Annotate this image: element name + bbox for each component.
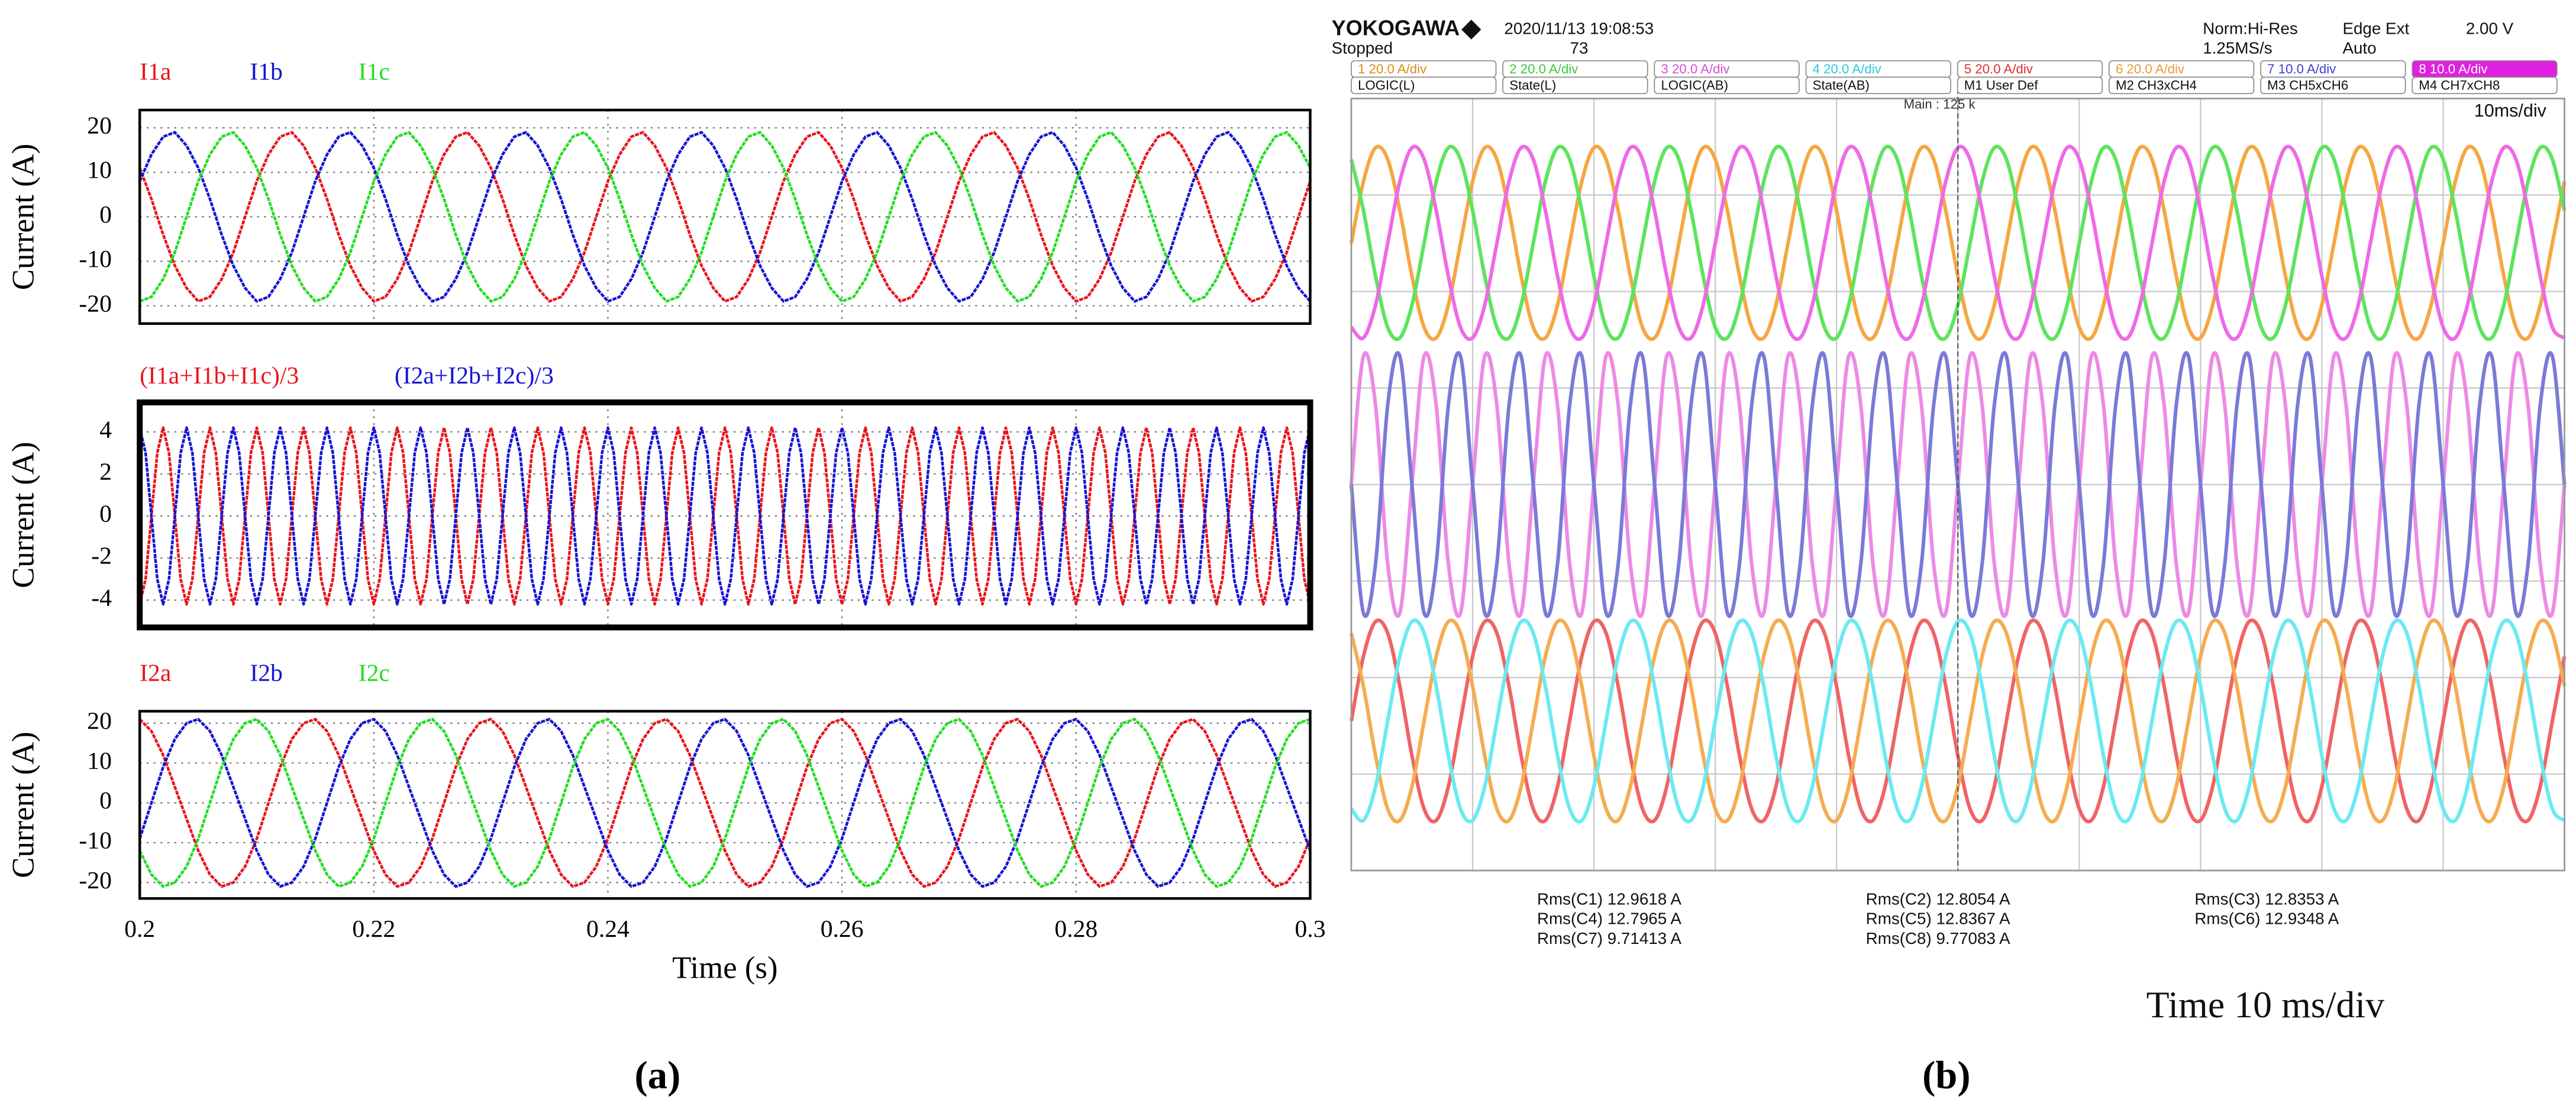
x-tick-label: 0.28 — [1054, 916, 1097, 943]
measurement: Rms(C4) 12.7965 A — [1537, 910, 1681, 928]
y-tick-label: -10 — [79, 246, 112, 273]
x-tick-label: 0.22 — [352, 916, 395, 943]
series-line — [1350, 618, 2566, 824]
x-tick-label: 0.26 — [821, 916, 864, 943]
y-tick-label: 20 — [87, 708, 112, 735]
measurement: Rms(C1) 12.9618 A — [1537, 889, 1681, 908]
scope-header: Norm:Hi-Res — [2203, 19, 2298, 37]
series-line — [138, 718, 1312, 888]
y-tick-label: -20 — [79, 290, 112, 317]
series-line — [138, 426, 1312, 606]
scope-header: 2.00 V — [2466, 19, 2514, 37]
x-tick-label: 0.24 — [586, 916, 630, 943]
y-tick-label: -4 — [91, 585, 112, 612]
legend-label: I1a — [140, 58, 171, 85]
channel-label: 6 20.0 A/div — [2116, 62, 2185, 76]
scope-header: YOKOGAWA — [1332, 16, 1460, 40]
panel-label: (a) — [635, 1054, 681, 1097]
y-tick-label: 10 — [87, 157, 112, 184]
scope-header: Edge Ext — [2342, 19, 2409, 37]
channel-label: 7 10.0 A/div — [2267, 62, 2336, 76]
channel-label: 5 20.0 A/div — [1964, 62, 2033, 76]
function-box — [1502, 76, 1648, 95]
series-line — [139, 131, 1312, 303]
function-label: LOGIC(AB) — [1661, 78, 1728, 93]
y-axis-label: Current (A) — [7, 441, 41, 588]
function-label: M4 CH7xCH8 — [2419, 78, 2500, 93]
scope-header: 1.25MS/s — [2203, 39, 2272, 57]
y-tick-label: 10 — [87, 747, 112, 775]
series-line — [138, 718, 1311, 888]
y-tick-label: -2 — [91, 543, 112, 570]
series-line — [1349, 144, 2567, 341]
y-tick-label: -20 — [79, 867, 112, 894]
channel-label: 3 20.0 A/div — [1661, 62, 1730, 76]
legend-label: (I1a+I1b+I1c)/3 — [140, 362, 299, 389]
x-tick-label: 0.2 — [124, 916, 155, 943]
measurement: Rms(C7) 9.71413 A — [1537, 929, 1681, 947]
series-line — [138, 718, 1312, 888]
function-box — [1805, 76, 1951, 95]
function-label: M1 User Def — [1964, 78, 2039, 93]
plot-area — [140, 402, 1310, 628]
y-tick-label: 0 — [99, 500, 112, 527]
function-box — [2260, 76, 2406, 95]
function-label: LOGIC(L) — [1358, 78, 1415, 93]
function-box — [2412, 76, 2558, 95]
measurement: Rms(C6) 12.9348 A — [2194, 910, 2339, 928]
scope-caption: Time 10 ms/div — [2146, 984, 2384, 1026]
y-tick-label: 2 — [99, 458, 112, 485]
function-label: State(AB) — [1813, 78, 1870, 93]
y-tick-label: 0 — [99, 201, 112, 228]
series-line — [138, 426, 1312, 606]
plot-frame — [138, 108, 1312, 325]
y-tick-label: -10 — [79, 827, 112, 855]
scope-header: 73 — [1570, 39, 1589, 57]
y-axis-label: Current (A) — [7, 144, 41, 290]
series-line — [138, 131, 1312, 303]
plot-frame — [137, 399, 1313, 631]
legend-label: I1c — [359, 58, 390, 85]
plot-frame — [138, 710, 1312, 900]
scope-timebase: 10ms/div — [2474, 101, 2547, 121]
legend-label: I1b — [250, 58, 283, 85]
channel-label: 1 20.0 A/div — [1358, 62, 1427, 76]
series-line — [138, 131, 1312, 303]
panel-label: (b) — [1922, 1054, 1970, 1097]
function-box — [1351, 76, 1497, 95]
series-line — [1349, 618, 2567, 824]
legend-label: (I2a+I2b+I2c)/3 — [395, 362, 554, 389]
legend-label: I2a — [140, 659, 171, 686]
function-label: M3 CH5xCH6 — [2267, 78, 2348, 93]
logo-diamond — [1461, 20, 1481, 40]
channel-label: 4 20.0 A/div — [1813, 62, 1882, 76]
measurement: Rms(C3) 12.8353 A — [2194, 889, 2339, 908]
x-axis-label: Time (s) — [672, 950, 777, 985]
function-label: State(L) — [1509, 78, 1556, 93]
scope-header: Stopped — [1332, 39, 1393, 57]
function-box — [2109, 76, 2255, 95]
channel-label: 2 20.0 A/div — [1509, 62, 1578, 76]
scope-header: 2020/11/13 19:08:53 — [1504, 19, 1654, 37]
measurement: Rms(C5) 12.8367 A — [1866, 910, 2010, 928]
scope-header: Auto — [2342, 39, 2376, 57]
y-tick-label: 0 — [99, 787, 112, 814]
function-box — [1957, 76, 2103, 95]
measurement: Rms(C2) 12.8054 A — [1866, 889, 2010, 908]
channel-label: 8 10.0 A/div — [2419, 62, 2488, 76]
legend-label: I2c — [359, 659, 390, 686]
plot-area — [140, 711, 1310, 899]
y-axis-label: Current (A) — [7, 731, 41, 878]
function-box — [1654, 76, 1800, 95]
measurement: Rms(C8) 9.77083 A — [1866, 929, 2010, 947]
y-tick-label: 4 — [99, 416, 112, 443]
y-tick-label: 20 — [87, 112, 112, 140]
legend-label: I2b — [250, 659, 283, 686]
function-label: M2 CH3xCH4 — [2116, 78, 2197, 93]
scope-main: Main : 125 k — [1904, 96, 1976, 111]
x-tick-label: 0.3 — [1295, 916, 1325, 943]
